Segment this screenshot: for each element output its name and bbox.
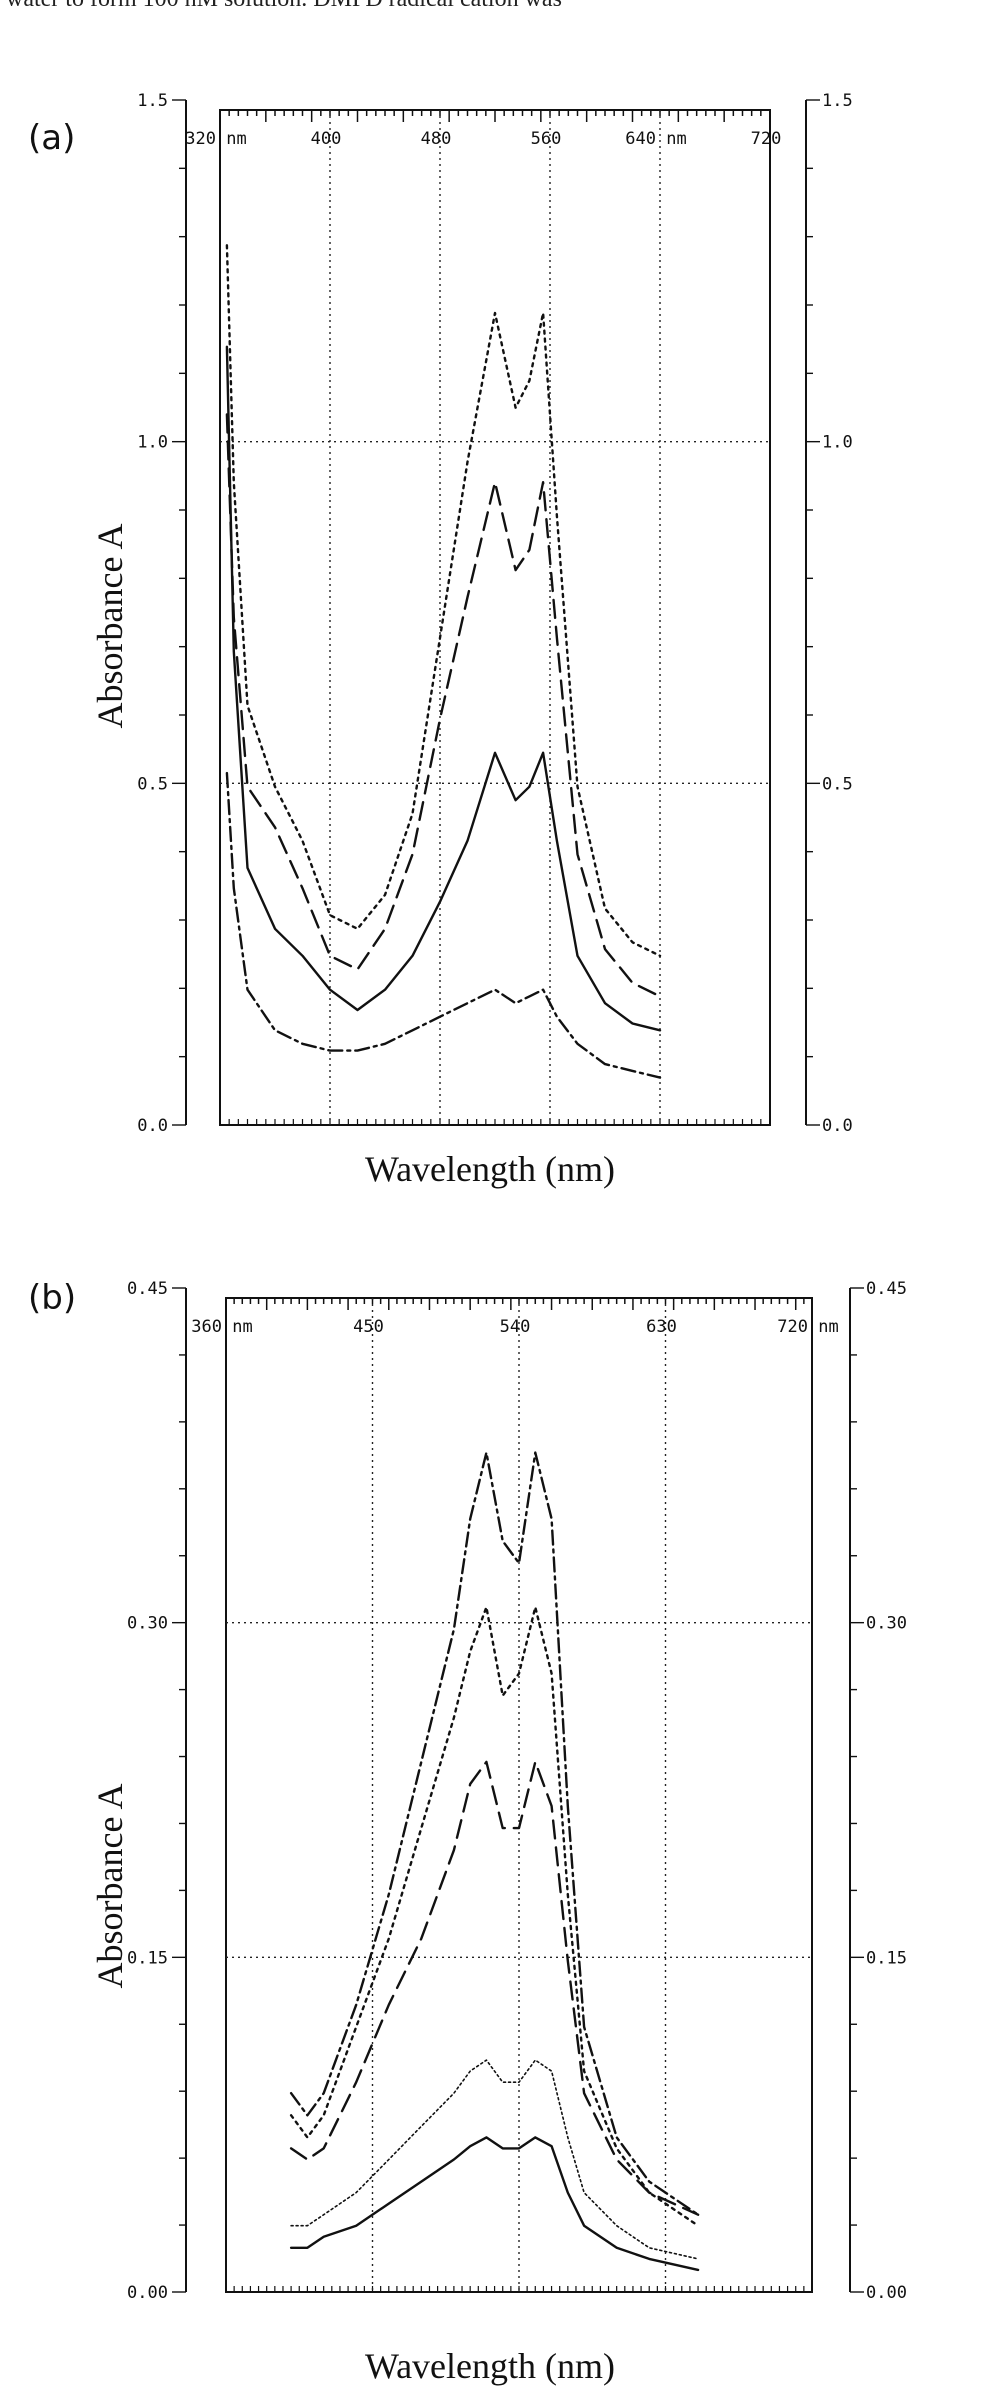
plot-frame: [225, 1297, 813, 2293]
y-tick-label-right: 0.00: [866, 2283, 907, 2300]
y-tick-label-left: 0.45: [127, 1279, 168, 1299]
y-tick-label-right: 0.30: [866, 1614, 907, 1634]
series-line-1: [289, 1451, 700, 2216]
series-line-3: [225, 345, 662, 1032]
series-line-4: [225, 771, 662, 1079]
y-tick-label-left: 0.00: [127, 2283, 168, 2300]
y-tick-label-right: 0.0: [822, 1116, 853, 1136]
x-tick-label: 720: [751, 129, 782, 149]
series-line-5: [289, 2136, 700, 2272]
x-tick-label: 450: [353, 1317, 384, 1337]
series-line-2: [225, 413, 662, 998]
x-tick-label: 360 nm: [191, 1317, 252, 1337]
plot-frame: [219, 109, 771, 1126]
y-tick-label-left: 0.15: [127, 1948, 168, 1968]
x-tick-label: 540: [500, 1317, 531, 1337]
x-axis-label-b: Wavelength (nm): [364, 2346, 615, 2386]
x-tick-label: 720 nm: [777, 1317, 838, 1337]
chart-b: 360 nm 450 540 630 720 nm 0.00 0.00 0.15 0.15 0.3…: [127, 1279, 907, 2300]
y-tick-label-right: 0.45: [866, 1279, 907, 1299]
series-line-2: [289, 1606, 700, 2227]
x-tick-label: 560: [531, 129, 562, 149]
y-tick-label-left: 1.0: [137, 433, 168, 453]
x-tick-label: 630: [646, 1317, 677, 1337]
series-line-4: [290, 2059, 699, 2260]
panel-label-b: (b): [28, 1278, 77, 1318]
panel-label-a: (a): [28, 118, 76, 158]
y-tick-label-right: 0.15: [866, 1948, 907, 1968]
x-tick-label: 320 nm: [185, 129, 246, 149]
y-tick-label-right: 0.5: [822, 774, 853, 794]
x-axis-label-a: Wavelength (nm): [364, 1149, 615, 1189]
y-tick-label-left: 1.5: [137, 91, 168, 111]
y-tick-label-left: 0.5: [137, 774, 168, 794]
series-line-3: [289, 1760, 700, 2216]
chart-a: 320 nm 400 480 560 640 nm 720 0.0 0.0 0.5 0.5 1.0 1…: [137, 91, 853, 1136]
y-tick-label-right: 1.5: [822, 91, 853, 111]
y-tick-label-left: 0.0: [137, 1116, 168, 1136]
cropped-header-text: water to form 100 nM solution. DMPD radi…: [6, 0, 991, 12]
x-tick-label: 480: [421, 129, 452, 149]
y-tick-label-left: 0.30: [127, 1614, 168, 1634]
series-line-1: [225, 244, 662, 957]
x-tick-label: 400: [311, 129, 342, 149]
x-tick-label: 640 nm: [625, 129, 686, 149]
y-tick-label-right: 1.0: [822, 433, 853, 453]
